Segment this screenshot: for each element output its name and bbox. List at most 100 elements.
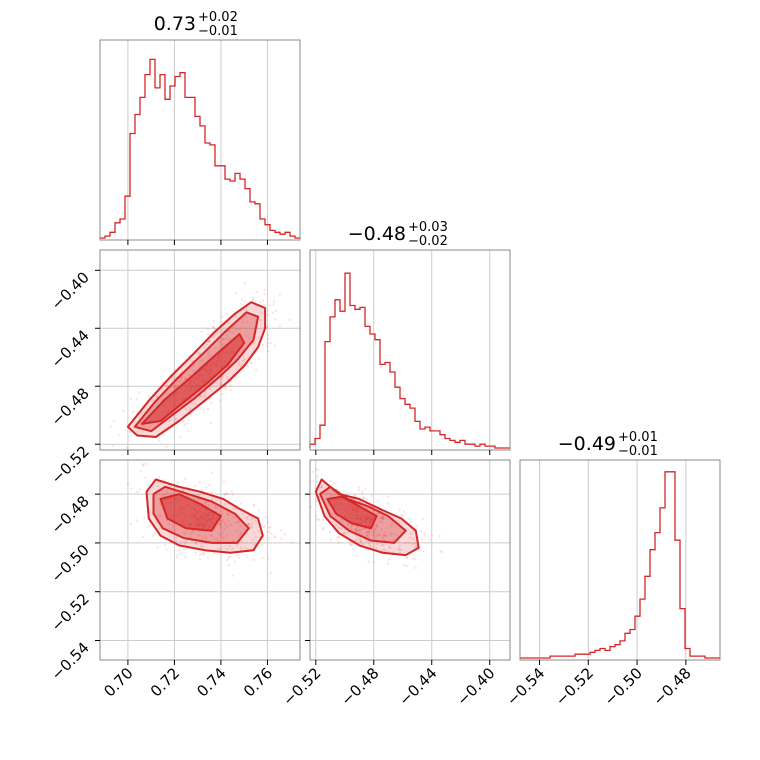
sample-point <box>143 516 146 520</box>
sample-point <box>234 292 238 295</box>
hist-bin <box>590 652 595 658</box>
hist-bin <box>400 399 405 448</box>
sample-point <box>267 536 271 540</box>
sample-point <box>168 419 171 423</box>
sample-point <box>326 492 330 495</box>
sample-point <box>409 532 413 535</box>
histogram-step-line <box>520 471 720 659</box>
sample-point <box>184 477 187 480</box>
sample-point <box>365 530 369 534</box>
sample-point <box>239 302 243 306</box>
sample-point <box>361 542 364 546</box>
y-tick-label: −0.44 <box>48 326 93 371</box>
sample-point <box>356 535 359 538</box>
sample-point <box>228 330 232 333</box>
sample-point <box>165 519 169 522</box>
sample-point <box>364 548 367 551</box>
sample-point <box>372 532 376 536</box>
contour-middle <box>152 485 250 544</box>
sample-point <box>241 321 245 324</box>
hist-bin <box>205 143 210 238</box>
sample-point <box>360 528 364 531</box>
sample-point <box>203 502 207 505</box>
sample-point <box>359 528 362 532</box>
sample-point <box>192 529 195 533</box>
sample-point <box>375 542 379 546</box>
sample-point <box>329 538 333 541</box>
sample-point <box>228 544 231 548</box>
sample-point <box>380 543 383 547</box>
sample-point <box>184 542 187 545</box>
sample-point <box>359 540 363 543</box>
sample-point <box>208 353 212 357</box>
sample-point <box>239 532 243 535</box>
contour-middle <box>319 485 407 544</box>
sample-point <box>241 363 244 366</box>
sample-point <box>238 361 241 365</box>
sample-point <box>212 319 216 323</box>
y-tick-label: −0.52 <box>48 442 93 487</box>
sample-point <box>390 522 393 526</box>
sample-point <box>195 542 198 546</box>
y-tick-label: −0.54 <box>48 639 93 684</box>
sample-point <box>233 560 236 563</box>
sample-point <box>219 383 222 387</box>
sample-point <box>220 315 224 318</box>
title-plus: +0.01 <box>618 430 658 445</box>
sample-point <box>375 525 378 528</box>
sample-point <box>196 530 200 533</box>
sample-point <box>183 539 186 543</box>
sample-point <box>139 469 143 472</box>
sample-point <box>237 556 240 560</box>
x-tick-label: 0.70 <box>100 664 136 700</box>
hist-bin <box>445 439 450 449</box>
sample-point <box>212 336 216 339</box>
hist-bin <box>660 508 665 658</box>
sample-point <box>251 298 255 302</box>
sample-point <box>231 574 235 577</box>
sample-point <box>210 471 214 474</box>
hist-bin <box>225 179 230 238</box>
sample-point <box>118 434 121 437</box>
hist-bin <box>600 649 605 659</box>
sample-point <box>242 346 245 349</box>
sample-point <box>206 556 210 559</box>
hist-bin <box>390 372 395 448</box>
sample-point <box>365 533 369 537</box>
frame-layer <box>95 39 721 665</box>
title-plus: +0.03 <box>408 220 448 235</box>
sample-point <box>156 484 160 488</box>
sample-point <box>348 542 352 546</box>
sample-point <box>207 354 211 358</box>
sample-point <box>222 337 226 341</box>
sample-point <box>157 476 161 479</box>
sample-point <box>272 299 276 303</box>
sample-point <box>181 420 185 423</box>
sample-point <box>126 446 129 450</box>
sample-point <box>238 534 242 537</box>
y-tick-label: −0.50 <box>48 541 93 586</box>
sample-point <box>408 536 412 539</box>
sample-point <box>329 479 332 483</box>
sample-point <box>217 547 220 551</box>
contour-outer <box>145 478 264 554</box>
sample-point <box>199 395 202 398</box>
sample-point <box>227 563 230 567</box>
hist-bin <box>275 232 280 238</box>
sample-point <box>265 345 269 348</box>
sample-point <box>191 402 194 406</box>
sample-point <box>411 557 415 561</box>
sample-point <box>224 523 228 527</box>
hist-bin <box>190 97 195 238</box>
sample-point <box>343 532 346 535</box>
sample-point <box>439 550 442 553</box>
sample-point <box>384 531 387 534</box>
sample-point <box>184 532 187 535</box>
hist-bin <box>235 173 240 238</box>
sample-point <box>244 516 247 520</box>
sample-point <box>194 551 198 554</box>
hist-bin <box>320 425 325 448</box>
sample-point <box>378 533 381 537</box>
sample-point <box>179 380 182 383</box>
panel-pair-2-3 <box>309 459 511 661</box>
